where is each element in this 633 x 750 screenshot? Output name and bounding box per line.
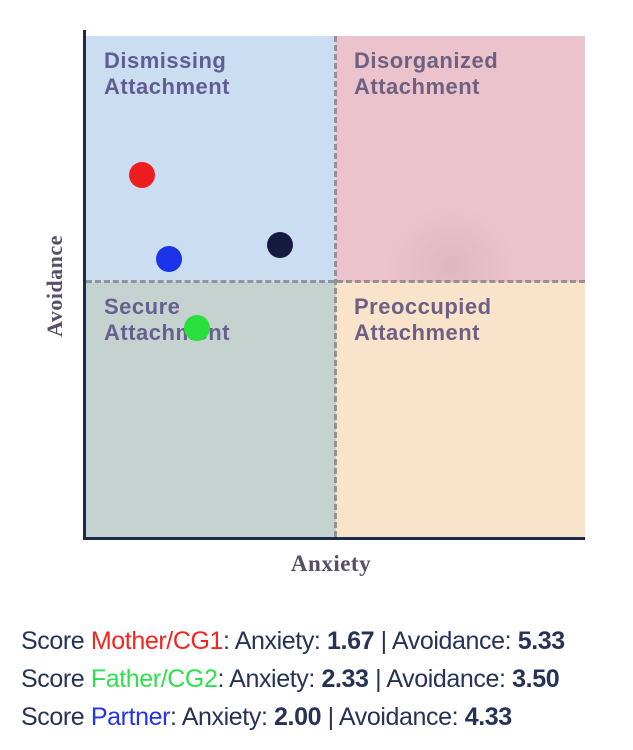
data-point-mother-cg1	[128, 162, 155, 189]
score-segment: 2.00	[274, 703, 322, 731]
score-row-partner: Score Partner: Anxiety: 2.00 | Avoidance…	[21, 698, 565, 736]
quadrant-disorganized: Disorganized Attachment	[336, 36, 585, 346]
score-segment: Father/CG2	[90, 665, 218, 693]
y-axis-line	[83, 30, 86, 540]
score-segment: 3.50	[512, 665, 560, 693]
x-axis-label: Anxiety	[290, 551, 372, 576]
score-segment: Score	[21, 703, 91, 731]
score-segment: | Avoidance:	[368, 665, 513, 693]
score-segment: 1.67	[327, 627, 375, 655]
score-row-father: Score Father/CG2: Anxiety: 2.33 | Avoida…	[21, 660, 565, 698]
quadrant-dismissing: Dismissing Attachment	[86, 36, 336, 282]
vertical-dashed-divider	[334, 36, 337, 537]
horizontal-dashed-divider	[86, 280, 585, 283]
quadrant-secure: Secure Attachment	[86, 282, 336, 537]
data-point-partner	[156, 245, 183, 272]
quadrant-label-preoccupied: Preoccupied Attachment	[354, 294, 492, 345]
quadrant-label-disorganized: Disorganized Attachment	[354, 48, 499, 99]
score-segment: Score	[21, 627, 91, 655]
score-row-mother: Score Mother/CG1: Anxiety: 1.67 | Avoida…	[21, 622, 565, 660]
score-segment: : Anxiety:	[170, 703, 275, 731]
y-axis-label: Avoidance	[42, 235, 67, 337]
x-axis-line	[83, 537, 585, 540]
score-segment: : Anxiety:	[223, 627, 328, 655]
score-segment: Score	[21, 665, 91, 693]
score-segment: | Avoidance:	[321, 703, 465, 731]
quadrant-label-secure: Secure Attachment	[104, 294, 231, 345]
score-segment: | Avoidance:	[374, 627, 518, 655]
quadrant-label-dismissing: Dismissing Attachment	[104, 48, 231, 99]
score-segment: Mother/CG1	[90, 627, 224, 655]
score-segment: Partner	[90, 703, 171, 731]
score-segment: : Anxiety:	[217, 665, 322, 693]
score-summary: Score Mother/CG1: Anxiety: 1.67 | Avoida…	[21, 622, 565, 736]
data-point-dark-navy	[266, 231, 293, 258]
data-point-father-cg2	[183, 315, 210, 342]
score-segment: 2.33	[321, 665, 369, 693]
score-segment: 4.33	[464, 703, 512, 731]
quadrant-preoccupied: Preoccupied Attachment	[336, 282, 585, 537]
score-segment: 5.33	[517, 627, 565, 655]
